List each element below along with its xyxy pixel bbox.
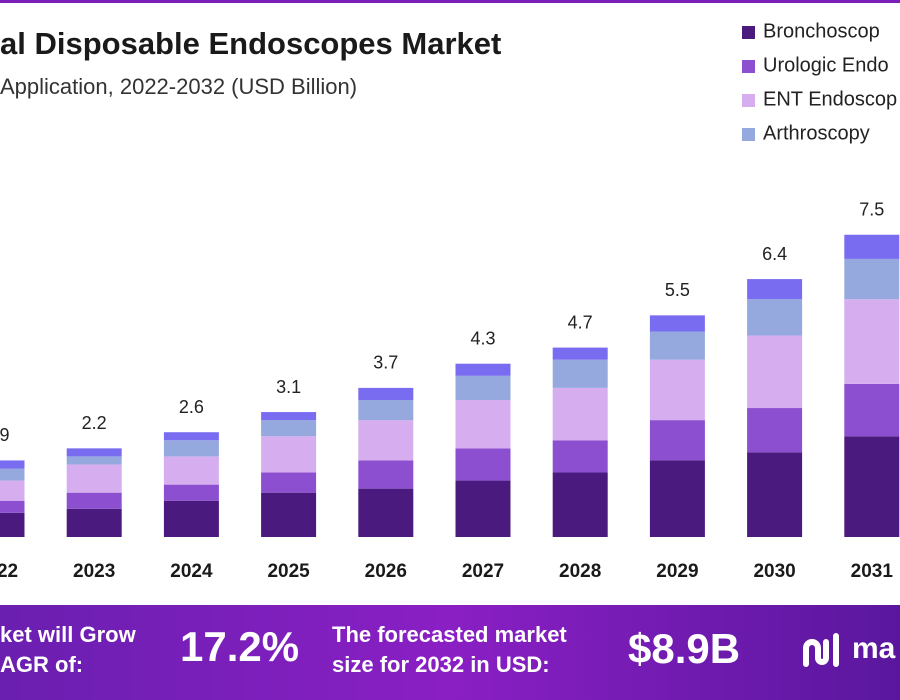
bar-segment [649,315,705,332]
legend-swatch [742,94,755,107]
x-tick-label: 2031 [851,561,894,582]
x-tick-label: 2024 [170,561,213,582]
x-tick-label: 2028 [559,561,601,582]
bar-segment [455,480,511,537]
legend-swatch [742,128,755,141]
bar-segment [747,408,803,453]
bar-segment [163,456,219,485]
top-border [0,0,900,3]
bar-segment [358,399,414,421]
bar-segment [163,432,219,441]
bar-segment [844,234,900,259]
total-label: 3.7 [373,353,398,373]
bar-segment [66,464,122,493]
bar-segment [844,436,900,537]
total-label: 6.4 [762,244,787,264]
bar-segment [261,492,317,537]
bar-segment [455,363,511,376]
bar-segment [0,468,25,481]
bar-segment [844,299,900,384]
bar-segment [66,448,122,457]
x-tick-label: 2026 [365,561,407,582]
bar-segment [163,440,219,457]
bar-segment [455,375,511,400]
forecast-text: size for 2032 in USD: [332,652,550,677]
chart-subtitle: Application, 2022-2032 (USD Billion) [0,74,357,99]
total-label: 7.5 [859,200,884,220]
x-tick-label: 2022 [0,561,18,582]
growth-text: AGR of: [0,652,83,677]
banner-text: ket will Grow AGR of: 17.2% The forecast… [0,622,896,677]
bar-segment [552,347,608,360]
logo-text: ma [852,632,896,665]
bar-segment [163,484,219,501]
bar-segment [0,500,25,513]
x-tick-label: 2025 [267,561,310,582]
bar-segment [358,488,414,537]
bar-segment [0,480,25,501]
total-label: 4.3 [470,328,495,348]
legend-label: ENT Endoscop [763,88,897,110]
legend-label: Arthroscopy [763,122,870,144]
x-tick-label: 2029 [656,561,698,582]
bar-segment [747,452,803,537]
bar-segment [261,472,317,493]
bar-segment [747,335,803,409]
total-label: 5.5 [665,280,690,300]
bar-segment [844,383,900,437]
growth-text: ket will Grow [0,622,137,647]
bar-segment [552,440,608,473]
total-label: 2.6 [179,397,204,417]
total-label: 1.9 [0,425,10,445]
bar-segment [261,436,317,473]
x-tick-label: 2030 [753,561,795,582]
bar-segment [747,299,803,336]
bar-segment [747,279,803,300]
bar-segment [649,420,705,461]
legend-swatch [742,26,755,39]
bar-segment [66,508,122,537]
total-label: 3.1 [276,377,301,397]
total-label: 4.7 [568,312,593,332]
bar-segment [358,420,414,461]
bar-segment [552,387,608,441]
legend-label: Bronchoscop [763,20,880,42]
x-tick-label: 2027 [462,561,504,582]
bar-segment [552,359,608,388]
legend-label: Urologic Endo [763,54,889,76]
bar-segment [844,258,900,300]
bar-segment [552,472,608,537]
bar-segment [261,412,317,421]
forecast-text: The forecasted market [332,622,567,647]
bar-segment [66,456,122,465]
legend-swatch [742,60,755,73]
bar-segment [358,460,414,489]
bar-segment [455,448,511,481]
cagr-value: 17.2% [180,623,299,670]
bar-segment [358,387,414,400]
bar-segment [0,512,25,537]
total-label: 2.2 [82,413,107,433]
bar-segment [0,460,25,469]
bar-segment [163,500,219,537]
bar-segment [66,492,122,509]
chart-title: al Disposable Endoscopes Market [0,26,501,61]
banner [0,605,900,700]
bar-segment [649,460,705,537]
bar-segment [649,359,705,421]
bar-segment [455,399,511,449]
bar-segment [649,331,705,360]
logo-mark [803,633,839,667]
bar-segment [261,420,317,437]
x-tick-label: 2023 [73,561,115,582]
forecast-value: $8.9B [628,625,740,672]
